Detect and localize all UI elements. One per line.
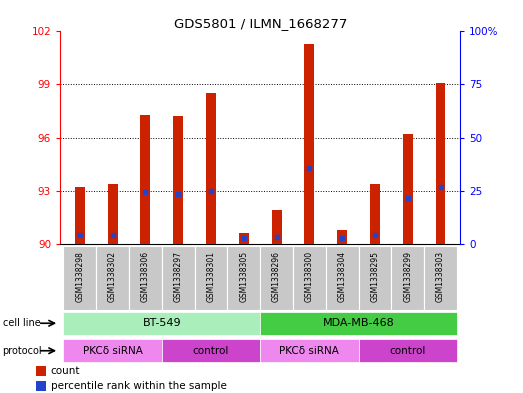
Bar: [206, 93, 216, 244]
Text: GSM1338296: GSM1338296: [272, 251, 281, 302]
Bar: [36, 366, 46, 376]
Text: PKCδ siRNA: PKCδ siRNA: [83, 346, 143, 356]
Bar: [370, 184, 380, 244]
Text: GSM1338304: GSM1338304: [338, 251, 347, 302]
Bar: [63, 339, 162, 362]
Bar: [337, 230, 347, 244]
Text: GSM1338297: GSM1338297: [174, 251, 183, 302]
Text: GSM1338306: GSM1338306: [141, 251, 150, 302]
Text: GSM1338300: GSM1338300: [305, 251, 314, 302]
Bar: [403, 134, 413, 244]
Bar: [63, 312, 260, 335]
Bar: [75, 187, 85, 244]
Text: count: count: [51, 366, 80, 376]
Bar: [326, 246, 359, 310]
Bar: [108, 184, 118, 244]
Bar: [173, 116, 183, 244]
Bar: [260, 246, 293, 310]
Text: cell line: cell line: [3, 318, 40, 328]
Text: GSM1338303: GSM1338303: [436, 251, 445, 302]
Text: control: control: [390, 346, 426, 356]
Text: BT-549: BT-549: [142, 318, 181, 328]
Bar: [391, 246, 424, 310]
Bar: [129, 246, 162, 310]
Text: GSM1338299: GSM1338299: [403, 251, 412, 302]
Text: GSM1338301: GSM1338301: [207, 251, 215, 302]
Text: percentile rank within the sample: percentile rank within the sample: [51, 381, 226, 391]
Text: GSM1338302: GSM1338302: [108, 251, 117, 302]
Bar: [195, 246, 228, 310]
Bar: [359, 246, 391, 310]
Text: GSM1338295: GSM1338295: [370, 251, 380, 302]
Bar: [436, 83, 446, 244]
Bar: [36, 381, 46, 391]
Bar: [359, 339, 457, 362]
Bar: [228, 246, 260, 310]
Bar: [239, 233, 249, 244]
Bar: [260, 339, 359, 362]
Title: GDS5801 / ILMN_1668277: GDS5801 / ILMN_1668277: [174, 17, 347, 30]
Text: PKCδ siRNA: PKCδ siRNA: [279, 346, 339, 356]
Bar: [96, 246, 129, 310]
Bar: [271, 210, 281, 244]
Text: MDA-MB-468: MDA-MB-468: [323, 318, 394, 328]
Bar: [141, 114, 150, 244]
Text: GSM1338298: GSM1338298: [75, 251, 84, 302]
Text: GSM1338305: GSM1338305: [240, 251, 248, 302]
Bar: [63, 246, 96, 310]
Bar: [304, 44, 314, 244]
Bar: [293, 246, 326, 310]
Bar: [162, 246, 195, 310]
Bar: [162, 339, 260, 362]
Text: protocol: protocol: [3, 346, 42, 356]
Text: control: control: [193, 346, 229, 356]
Bar: [424, 246, 457, 310]
Bar: [260, 312, 457, 335]
